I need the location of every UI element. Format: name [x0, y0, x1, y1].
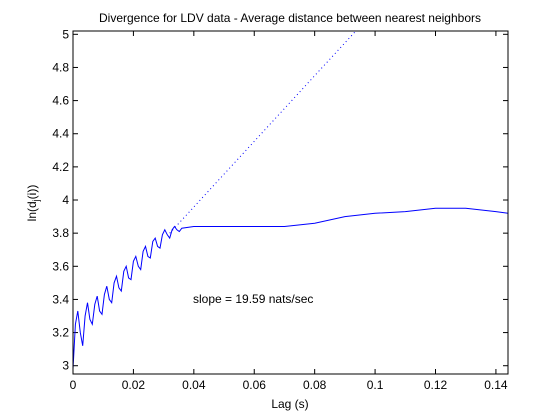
x-tick-label: 0 [70, 378, 77, 392]
y-tick-label: 3.6 [52, 259, 69, 273]
plot-area [73, 31, 508, 374]
y-tick-label: 4.2 [52, 160, 69, 174]
slope-annotation: slope = 19.59 nats/sec [193, 292, 313, 306]
x-tick-label: 0.08 [303, 378, 327, 392]
x-tick-label: 0.14 [484, 378, 508, 392]
y-tick-label: 4.4 [52, 127, 69, 141]
x-axis-label: Lag (s) [271, 397, 308, 411]
y-tick-label: 3.2 [52, 326, 69, 340]
y-tick-label: 4.6 [52, 94, 69, 108]
y-tick-label: 3.4 [52, 292, 69, 306]
y-tick-label: 5 [62, 27, 69, 41]
x-tick-label: 0.04 [182, 378, 206, 392]
y-tick-label: 3.8 [52, 226, 69, 240]
y-tick-label: 4.8 [52, 60, 69, 74]
y-axis-label: ln(dj(i)) [25, 185, 41, 222]
x-tick-label: 0.06 [243, 378, 267, 392]
x-tick-label: 0.12 [424, 378, 448, 392]
x-tick-label: 0.1 [367, 378, 384, 392]
x-tick-label: 0.02 [122, 378, 146, 392]
y-axis-label-end: (i)) [25, 185, 39, 200]
y-axis-label-main: ln(d [25, 201, 39, 221]
y-tick-label: 3 [62, 359, 69, 373]
chart-title: Divergence for LDV data - Average distan… [99, 11, 481, 25]
y-tick-label: 4 [62, 193, 69, 207]
